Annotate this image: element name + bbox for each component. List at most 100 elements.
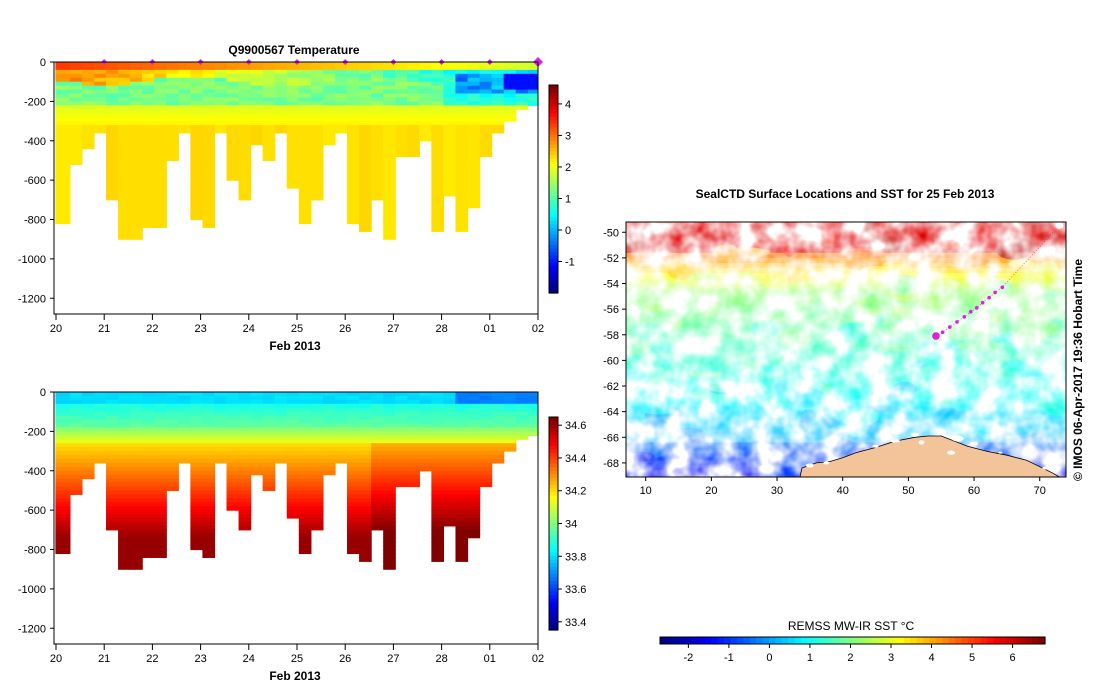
profile-cell bbox=[178, 101, 191, 106]
profile-cell bbox=[347, 85, 360, 91]
profile-cell bbox=[142, 443, 155, 448]
profile-cell bbox=[190, 466, 204, 472]
profile-cell bbox=[238, 474, 252, 480]
profile-cell bbox=[226, 125, 240, 130]
profile-cell bbox=[359, 541, 372, 547]
profile-cell bbox=[142, 62, 155, 67]
sst-patch bbox=[656, 260, 688, 269]
profile-cell bbox=[166, 152, 179, 158]
profile-cell bbox=[431, 195, 445, 201]
profile-cell bbox=[81, 77, 95, 83]
colorbar-band bbox=[549, 466, 558, 471]
profile-cell bbox=[479, 136, 493, 142]
profile-cell bbox=[118, 557, 131, 562]
colorbar-band bbox=[1038, 637, 1046, 644]
sst-patch bbox=[832, 288, 876, 301]
profile-cell bbox=[226, 482, 240, 488]
profile-cell bbox=[383, 125, 396, 130]
profile-cell bbox=[431, 490, 445, 495]
sea-ice bbox=[805, 463, 814, 468]
profile-cell bbox=[154, 168, 167, 173]
profile-cell bbox=[383, 152, 396, 158]
profile-cell bbox=[154, 148, 167, 154]
profile-cell bbox=[226, 93, 240, 99]
profile-cell bbox=[130, 470, 143, 476]
profile-cell bbox=[467, 502, 481, 507]
profile-cell bbox=[383, 227, 396, 232]
profile-cell bbox=[262, 482, 276, 488]
profile-cell bbox=[178, 65, 191, 71]
profile-cell bbox=[322, 97, 336, 102]
sst-patch bbox=[760, 398, 789, 409]
profile-cell bbox=[250, 77, 264, 83]
profile-cell bbox=[69, 431, 83, 436]
profile-cell bbox=[431, 132, 445, 138]
colorbar-band bbox=[685, 637, 693, 644]
profile-cell bbox=[166, 451, 179, 456]
profile-cell bbox=[334, 81, 348, 87]
profile-cell bbox=[395, 423, 408, 429]
profile-cell bbox=[419, 128, 432, 134]
sea-ice bbox=[872, 444, 879, 448]
profile-cell bbox=[118, 399, 131, 405]
profile-cell bbox=[250, 101, 264, 106]
profile-cell bbox=[262, 69, 276, 75]
profile-cell bbox=[55, 152, 71, 158]
sst-band bbox=[626, 406, 1066, 413]
profile-cell bbox=[383, 533, 396, 539]
profile-cell bbox=[130, 557, 143, 562]
profile-cell bbox=[479, 121, 493, 126]
profile-cell bbox=[359, 85, 372, 91]
profile-cell bbox=[93, 128, 107, 134]
profile-cell bbox=[166, 392, 179, 397]
profile-cell bbox=[130, 541, 143, 547]
profile-cell bbox=[93, 451, 107, 456]
y-tick-label: -400 bbox=[24, 136, 46, 148]
profile-cell bbox=[190, 113, 204, 118]
profile-cell bbox=[286, 443, 300, 448]
profile-cell bbox=[118, 77, 131, 83]
profile-cell bbox=[250, 431, 264, 436]
profile-cell bbox=[214, 113, 228, 118]
profile-cell bbox=[359, 447, 372, 452]
profile-cell bbox=[310, 498, 324, 503]
profile-cell bbox=[69, 132, 83, 138]
profile-cell bbox=[383, 447, 396, 452]
profile-cell bbox=[190, 117, 204, 122]
profile-cell bbox=[55, 199, 71, 205]
profile-cell bbox=[467, 518, 481, 523]
profile-cell bbox=[407, 132, 420, 138]
profile-cell bbox=[190, 435, 204, 440]
profile-cell bbox=[286, 498, 300, 503]
profile-cell bbox=[81, 105, 95, 110]
profile-cell bbox=[55, 466, 71, 472]
profile-cell bbox=[262, 89, 276, 95]
profile-cell bbox=[130, 113, 143, 118]
map-x-tick-label: 60 bbox=[968, 485, 980, 497]
profile-cell bbox=[274, 423, 288, 429]
profile-cell bbox=[359, 65, 372, 71]
profile-cell bbox=[371, 105, 384, 110]
profile-cell bbox=[479, 407, 493, 413]
profile-cell bbox=[178, 439, 191, 444]
profile-cell bbox=[214, 101, 228, 106]
profile-cell bbox=[371, 466, 384, 472]
profile-cell bbox=[154, 77, 167, 83]
sst-band bbox=[626, 237, 1066, 244]
profile-cell bbox=[371, 474, 384, 480]
profile-cell bbox=[106, 184, 119, 189]
profile-cell bbox=[310, 474, 324, 480]
profile-cell bbox=[371, 85, 384, 91]
profile-cell bbox=[310, 431, 324, 436]
profile-cell bbox=[334, 427, 348, 432]
sst-patch bbox=[779, 328, 811, 349]
profile-cell bbox=[214, 105, 228, 110]
profile-cell bbox=[166, 478, 179, 484]
profile-cell bbox=[503, 435, 517, 440]
profile-cell bbox=[142, 105, 155, 110]
y-tick-label: -800 bbox=[24, 545, 46, 557]
profile-cell bbox=[310, 101, 324, 106]
colorbar-band bbox=[549, 206, 558, 211]
profile-cell bbox=[69, 148, 83, 154]
profile-cell bbox=[383, 407, 396, 413]
